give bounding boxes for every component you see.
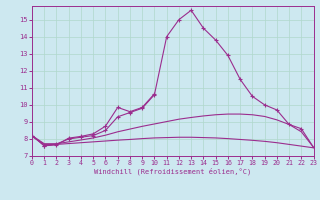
- X-axis label: Windchill (Refroidissement éolien,°C): Windchill (Refroidissement éolien,°C): [94, 168, 252, 175]
